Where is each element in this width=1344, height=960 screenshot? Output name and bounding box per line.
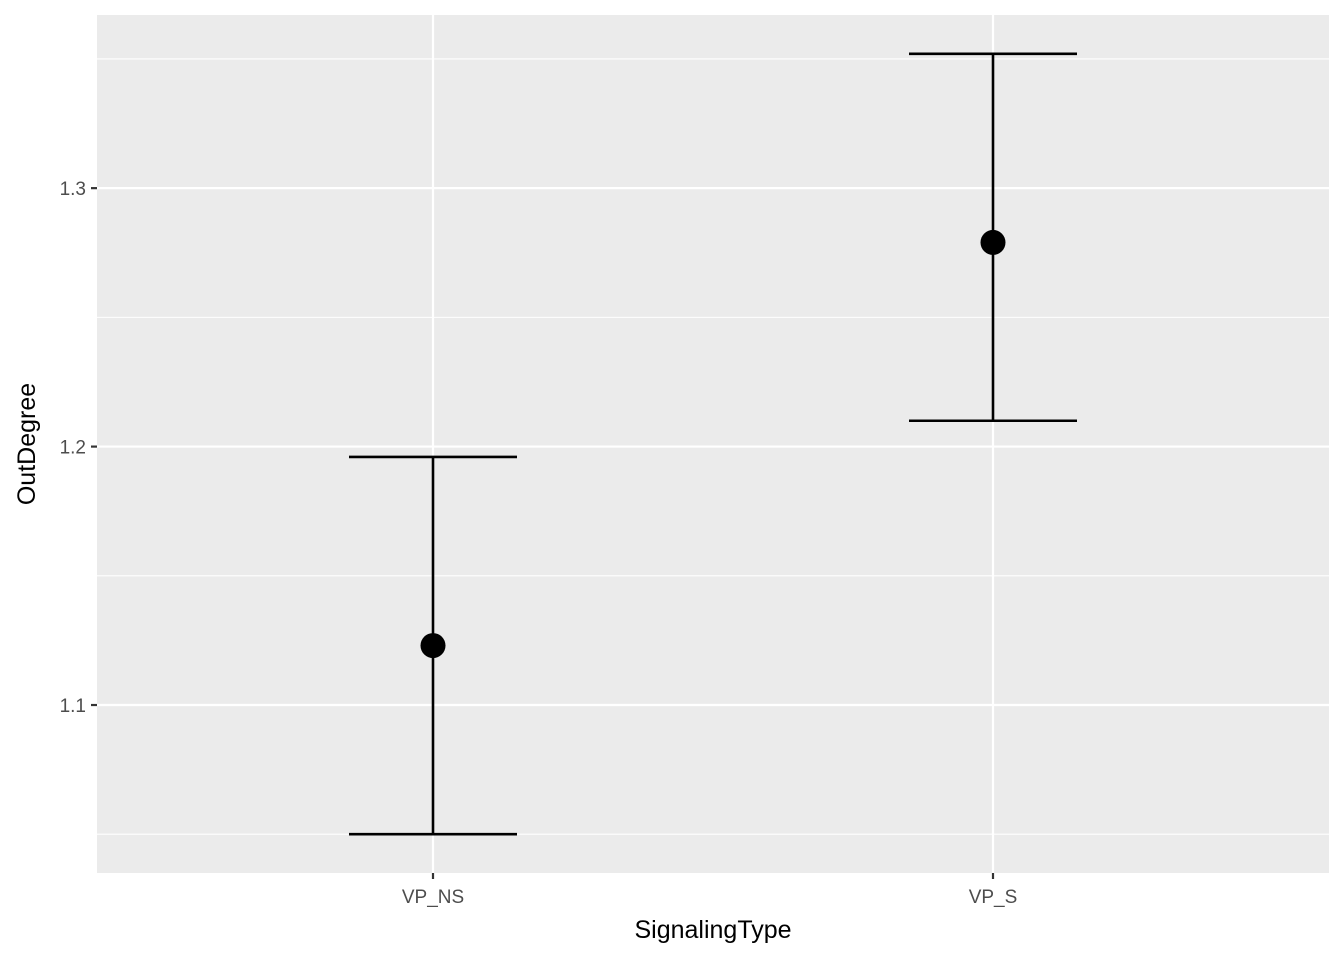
data-marks <box>349 52 1077 836</box>
y-tick-label: 1.2 <box>60 438 86 459</box>
x-tick-label: VP_NS <box>402 887 464 908</box>
y-tick-label: 1.3 <box>60 179 86 200</box>
data-point <box>980 229 1006 255</box>
panel-background <box>97 15 1329 873</box>
x-tick-label: VP_S <box>969 887 1018 908</box>
x-axis-title: SignalingType <box>634 916 791 944</box>
minor-gridlines <box>97 58 1329 835</box>
y-tick-label: 1.1 <box>60 696 86 717</box>
data-point <box>420 633 446 659</box>
y-axis: 1.1 1.2 1.3 <box>60 179 97 717</box>
errorbar-vp-s <box>909 52 1077 423</box>
x-axis: VP_NS VP_S <box>402 873 1017 908</box>
errorbar-vp-ns <box>349 455 517 836</box>
major-gridlines <box>97 15 1329 873</box>
y-axis-title: OutDegree <box>13 383 41 505</box>
